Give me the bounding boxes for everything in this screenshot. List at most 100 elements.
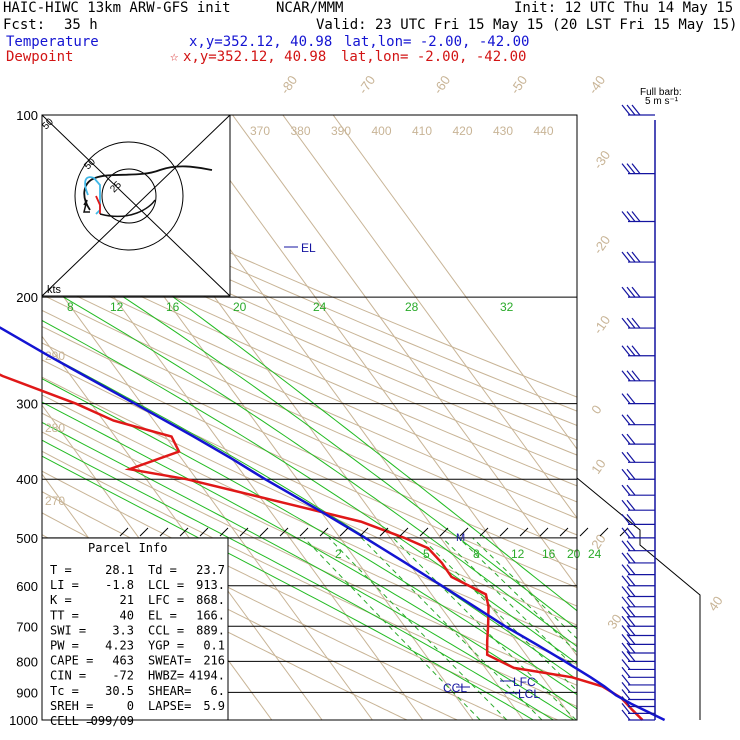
init-label: Init: 12 UTC Thu 14 May 15 — [514, 0, 734, 16]
parcel-value: 0.1 — [203, 639, 225, 653]
pressure-tick-label: 300 — [16, 397, 38, 412]
wind-barb — [621, 104, 655, 116]
temperature-profile — [0, 326, 666, 722]
barb-feather — [621, 393, 631, 405]
hatch-mark — [239, 527, 249, 537]
barb-feather — [621, 586, 631, 597]
parcel-value: 913. — [196, 578, 225, 592]
barb-feather — [631, 345, 641, 357]
isotherm-tick-label: -30 — [590, 148, 613, 172]
barb-feather — [621, 552, 631, 564]
barb-feather — [626, 468, 636, 480]
wind-barb — [621, 702, 655, 714]
hodograph-trace-inner — [99, 199, 156, 218]
barb-feather — [621, 634, 631, 645]
barb-feather — [621, 370, 631, 382]
barb-feather — [621, 163, 631, 175]
theta-tick-label: 410 — [412, 124, 432, 138]
barb-feather — [626, 625, 636, 636]
dry-adiabat-line — [42, 206, 577, 441]
barb-feather — [626, 484, 636, 496]
wind-barb — [621, 468, 655, 480]
wind-barb — [621, 540, 655, 552]
barb-panel-edge — [576, 477, 701, 720]
pressure-tick-label: 500 — [16, 531, 38, 546]
parcel-value: 0 — [127, 699, 134, 713]
parcel-label: SWEAT= — [148, 654, 191, 668]
isotherm-tick-label: -50 — [507, 73, 530, 97]
mixing-ratio-upper-label: 20 — [233, 300, 247, 314]
parcel-value: 4.23 — [105, 639, 134, 653]
parcel-label: PW = — [50, 639, 79, 653]
barb-feather — [621, 468, 631, 480]
parcel-value: 6. — [211, 684, 225, 698]
hatch-mark — [439, 527, 449, 537]
hatch-mark — [179, 527, 189, 537]
dry-adiabat-line — [42, 376, 577, 626]
hatch-mark — [159, 527, 169, 537]
m-marker-label: M — [456, 532, 465, 544]
hodograph-kts-label: kts — [47, 284, 62, 296]
isotherm-tick-label: -60 — [430, 73, 453, 97]
mixing-ratio-upper-label: 16 — [166, 300, 180, 314]
pressure-tick-label: 700 — [16, 619, 38, 634]
barb-feather — [621, 709, 631, 721]
dewpoint-location: x,y=352.12, 40.98 — [183, 49, 327, 65]
parcel-value: 166. — [196, 608, 225, 622]
barb-feather — [621, 606, 631, 618]
pressure-tick-label: 400 — [16, 472, 38, 487]
mixing-ratio-lower-label: 16 — [542, 547, 556, 561]
barb-feather — [631, 370, 641, 382]
wind-barb — [621, 659, 655, 671]
barb-feather — [631, 286, 641, 298]
parcel-value: 30.5 — [105, 684, 134, 698]
hatch-mark — [299, 527, 309, 537]
parcel-value: 4194. — [189, 669, 225, 683]
wind-barb — [621, 586, 655, 598]
barb-feather — [621, 317, 631, 329]
barb-feather — [621, 642, 631, 654]
parcel-info-panel: Parcel Info T = 28.1 Td = 23.7 LI = -1.8 LCL = 9… — [41, 537, 229, 728]
lcl-marker-label: LCL — [518, 687, 540, 701]
barb-feather — [626, 104, 636, 116]
wind-barb — [621, 575, 655, 587]
wind-barb — [621, 433, 655, 445]
barb-feather — [621, 615, 631, 627]
barb-feather — [621, 414, 631, 426]
dry-adiabat-line — [42, 394, 577, 646]
mixing-ratio-lower-label: 12 — [511, 547, 525, 561]
barb-feather — [621, 211, 631, 222]
mixing-ratio-lower-label: 2 — [335, 547, 342, 561]
parcel-label: EL = — [148, 608, 177, 622]
mixing-ratio-line — [303, 537, 481, 720]
isotherm-labels: -80 -70 -60 -50 -40 -30 -20 -10 0 10 20 30 40 — [277, 73, 726, 632]
parcel-label: T = — [50, 563, 72, 577]
wind-barb — [621, 674, 655, 686]
isotherm-tick-label: -80 — [277, 73, 300, 97]
parcel-value: 868. — [196, 593, 225, 607]
hatch-mark — [139, 527, 149, 537]
isotherm-line — [232, 115, 577, 588]
isotherm-tick-label: -70 — [355, 73, 378, 97]
barb-feather — [621, 659, 631, 670]
wind-barb — [621, 564, 655, 576]
wind-barb — [621, 317, 655, 329]
ccl-marker-label: CCL — [443, 681, 467, 695]
dewpoint-latlon: lat,lon= -2.00, -42.00 — [341, 49, 527, 65]
parcel-label: SWI = — [50, 623, 86, 637]
mixing-ratio-upper-label: 32 — [500, 300, 514, 314]
wind-barb — [621, 345, 655, 357]
parcel-box — [41, 537, 229, 721]
barb-feather — [626, 615, 636, 627]
barb-feather — [621, 666, 631, 678]
mixing-ratio-upper-label: 8 — [67, 300, 74, 314]
isotherm-tick-label: -20 — [590, 233, 613, 257]
hatch-mark — [579, 527, 589, 537]
barb-feather — [621, 564, 631, 575]
theta-tick-label: 380 — [291, 124, 311, 138]
pressure-tick-label: 800 — [16, 654, 38, 669]
barb-feather — [621, 674, 631, 686]
wind-barb — [621, 499, 655, 511]
barb-feather — [626, 370, 636, 382]
